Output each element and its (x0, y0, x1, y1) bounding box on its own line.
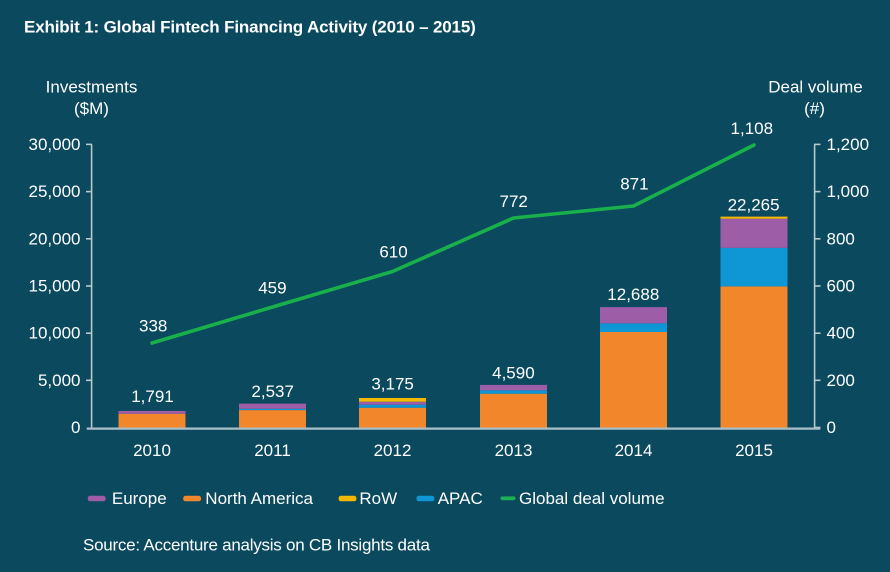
svg-text:12,688: 12,688 (607, 285, 659, 304)
svg-text:0: 0 (71, 418, 80, 437)
svg-text:North America: North America (205, 489, 313, 508)
svg-text:Europe: Europe (112, 489, 167, 508)
svg-text:RoW: RoW (359, 489, 397, 508)
svg-text:3,175: 3,175 (371, 375, 414, 394)
svg-text:338: 338 (139, 317, 167, 336)
svg-text:2010: 2010 (133, 441, 171, 460)
svg-text:459: 459 (258, 279, 286, 298)
svg-text:(#): (#) (804, 99, 825, 118)
svg-text:772: 772 (500, 192, 528, 211)
svg-text:10,000: 10,000 (29, 324, 81, 343)
svg-text:22,265: 22,265 (728, 196, 780, 215)
svg-text:2012: 2012 (374, 441, 412, 460)
svg-text:200: 200 (827, 371, 855, 390)
svg-text:($M): ($M) (74, 99, 109, 118)
svg-text:Investments: Investments (46, 78, 138, 97)
svg-text:4,590: 4,590 (492, 364, 535, 383)
svg-text:1,200: 1,200 (827, 135, 870, 154)
svg-text:Source: Accenture analysis on: Source: Accenture analysis on CB Insight… (83, 536, 430, 555)
svg-text:2011: 2011 (254, 441, 291, 460)
svg-text:30,000: 30,000 (29, 135, 81, 154)
svg-text:600: 600 (827, 277, 855, 296)
svg-text:2014: 2014 (615, 441, 653, 460)
svg-text:800: 800 (827, 229, 855, 248)
svg-text:Global deal volume: Global deal volume (519, 489, 665, 508)
svg-text:Exhibit 1: Global Fintech Fina: Exhibit 1: Global Fintech Financing Acti… (24, 18, 476, 37)
svg-text:APAC: APAC (438, 489, 483, 508)
svg-text:2013: 2013 (495, 441, 533, 460)
svg-text:Deal volume: Deal volume (768, 78, 863, 97)
svg-text:2015: 2015 (735, 441, 773, 460)
svg-text:1,108: 1,108 (731, 119, 774, 138)
svg-text:610: 610 (379, 243, 407, 262)
svg-text:20,000: 20,000 (29, 229, 81, 248)
svg-text:2,537: 2,537 (251, 382, 294, 401)
svg-text:25,000: 25,000 (29, 182, 81, 201)
svg-text:1,791: 1,791 (131, 387, 174, 406)
svg-text:400: 400 (827, 324, 855, 343)
svg-text:15,000: 15,000 (29, 277, 81, 296)
svg-text:0: 0 (827, 418, 836, 437)
svg-text:871: 871 (620, 175, 648, 194)
svg-text:5,000: 5,000 (38, 371, 81, 390)
svg-text:1,000: 1,000 (827, 182, 870, 201)
